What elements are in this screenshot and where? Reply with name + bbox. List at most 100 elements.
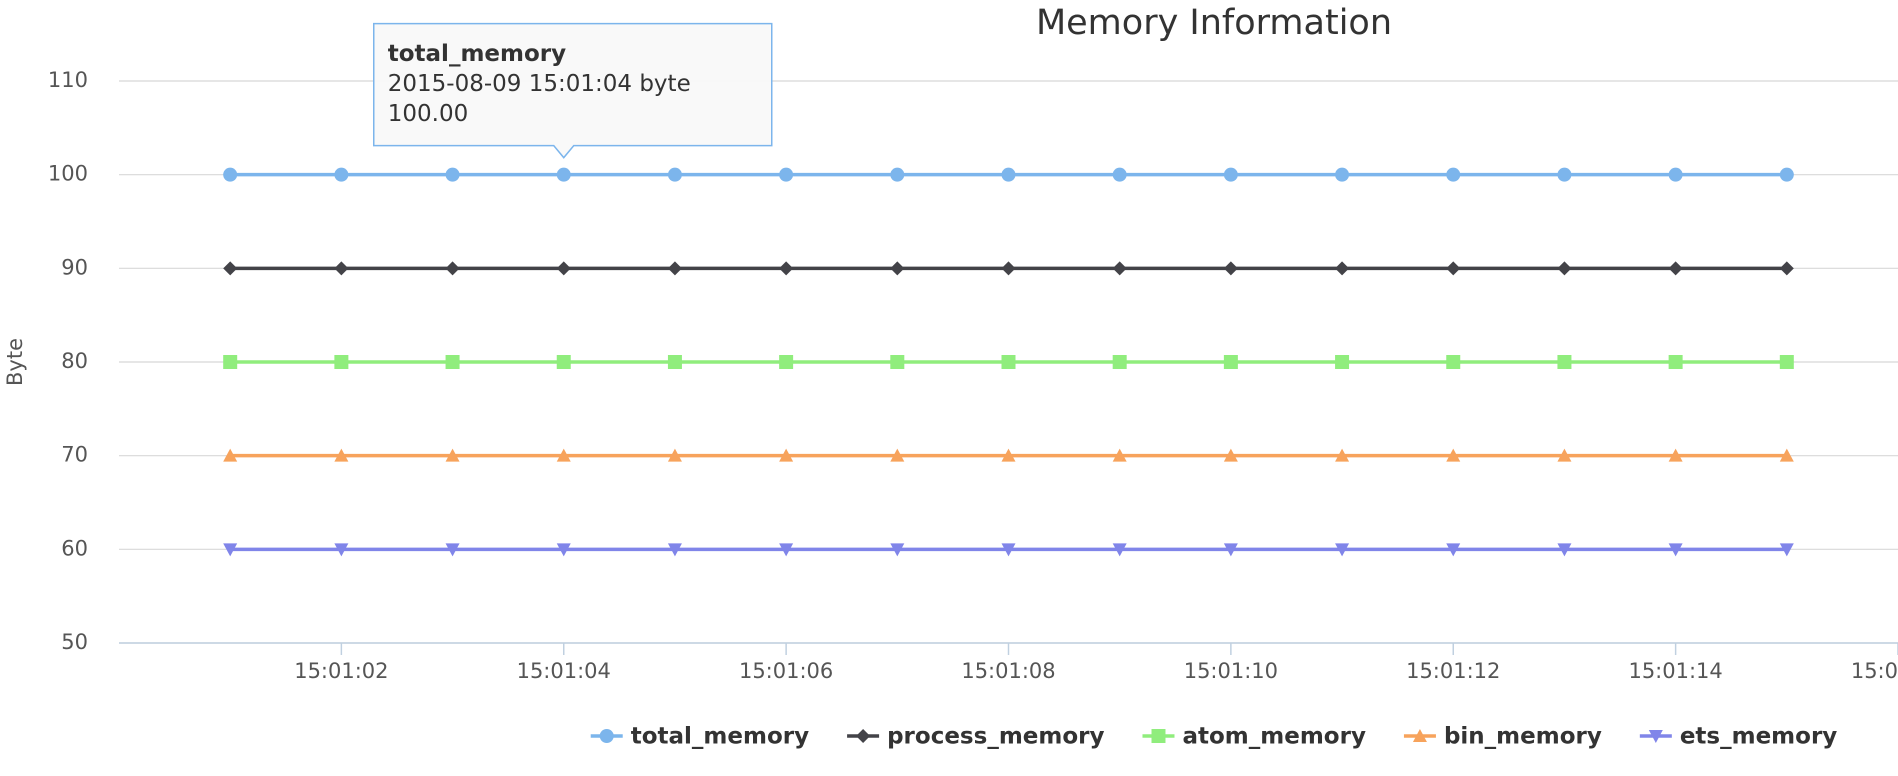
marker[interactable] bbox=[445, 355, 460, 369]
tooltip-title: total_memory bbox=[388, 41, 566, 67]
marker[interactable] bbox=[334, 543, 349, 557]
marker[interactable] bbox=[1779, 543, 1794, 557]
marker[interactable] bbox=[1779, 448, 1794, 462]
marker[interactable] bbox=[890, 261, 905, 276]
marker[interactable] bbox=[779, 355, 794, 369]
marker[interactable] bbox=[1112, 355, 1127, 369]
marker[interactable] bbox=[890, 355, 905, 369]
legend-item[interactable]: process_memory bbox=[847, 724, 1104, 750]
marker[interactable] bbox=[1335, 543, 1350, 557]
marker[interactable] bbox=[556, 355, 571, 369]
marker[interactable] bbox=[1557, 167, 1572, 182]
x-tick-label: 15:01:04 bbox=[517, 659, 611, 683]
marker[interactable] bbox=[556, 167, 571, 182]
y-tick-label: 90 bbox=[61, 255, 88, 279]
marker[interactable] bbox=[1446, 543, 1461, 557]
marker[interactable] bbox=[667, 448, 682, 462]
x-tick-label: 15:01:16 bbox=[1851, 659, 1898, 683]
marker[interactable] bbox=[1446, 355, 1461, 369]
x-tick-label: 15:01:14 bbox=[1628, 659, 1722, 683]
marker[interactable] bbox=[556, 261, 571, 276]
marker[interactable] bbox=[1335, 448, 1350, 462]
marker[interactable] bbox=[1335, 355, 1350, 369]
marker[interactable] bbox=[667, 355, 682, 369]
marker[interactable] bbox=[1112, 261, 1127, 276]
marker[interactable] bbox=[1557, 261, 1572, 276]
y-tick-label: 80 bbox=[61, 349, 88, 373]
marker[interactable] bbox=[1223, 448, 1238, 462]
marker[interactable] bbox=[1557, 543, 1572, 557]
tooltip-box bbox=[373, 22, 773, 159]
marker[interactable] bbox=[1335, 167, 1350, 182]
marker[interactable] bbox=[223, 543, 238, 557]
marker[interactable] bbox=[1668, 355, 1683, 369]
y-tick-label: 100 bbox=[48, 162, 88, 186]
legend-label: ets_memory bbox=[1680, 724, 1837, 750]
marker[interactable] bbox=[223, 355, 238, 369]
marker[interactable] bbox=[1779, 355, 1794, 369]
marker[interactable] bbox=[890, 543, 905, 557]
marker[interactable] bbox=[223, 448, 238, 462]
chart-title: Memory Information bbox=[1036, 3, 1392, 43]
marker[interactable] bbox=[1112, 543, 1127, 557]
marker[interactable] bbox=[1223, 261, 1238, 276]
marker[interactable] bbox=[779, 448, 794, 462]
marker[interactable] bbox=[890, 448, 905, 462]
marker[interactable] bbox=[1668, 448, 1683, 462]
legend-item[interactable]: bin_memory bbox=[1403, 724, 1602, 750]
marker[interactable] bbox=[334, 355, 349, 369]
y-axis-label: Byte bbox=[3, 338, 27, 386]
marker[interactable] bbox=[667, 543, 682, 557]
marker[interactable] bbox=[556, 543, 571, 557]
marker[interactable] bbox=[1001, 543, 1016, 557]
marker[interactable] bbox=[779, 261, 794, 276]
marker[interactable] bbox=[223, 261, 238, 276]
marker[interactable] bbox=[1001, 448, 1016, 462]
marker[interactable] bbox=[1557, 355, 1572, 369]
marker[interactable] bbox=[445, 543, 460, 557]
marker[interactable] bbox=[334, 167, 349, 182]
marker[interactable] bbox=[667, 167, 682, 182]
marker[interactable] bbox=[1001, 167, 1016, 182]
marker[interactable] bbox=[1223, 167, 1238, 182]
x-tick-label: 15:01:10 bbox=[1184, 659, 1278, 683]
marker[interactable] bbox=[334, 448, 349, 462]
marker[interactable] bbox=[445, 261, 460, 276]
legend-item[interactable]: atom_memory bbox=[1142, 724, 1366, 750]
marker[interactable] bbox=[223, 167, 238, 182]
marker[interactable] bbox=[1223, 543, 1238, 557]
y-tick-label: 60 bbox=[61, 536, 88, 560]
marker[interactable] bbox=[1779, 261, 1794, 276]
marker[interactable] bbox=[890, 167, 905, 182]
marker[interactable] bbox=[1668, 261, 1683, 276]
marker[interactable] bbox=[1668, 543, 1683, 557]
tooltip-time: 2015-08-09 15:01:04 byte bbox=[388, 71, 691, 97]
marker[interactable] bbox=[1223, 355, 1238, 369]
marker[interactable] bbox=[334, 261, 349, 276]
x-tick-label: 15:01:02 bbox=[294, 659, 388, 683]
marker[interactable] bbox=[445, 448, 460, 462]
x-tick-label: 15:01:06 bbox=[739, 659, 833, 683]
marker[interactable] bbox=[779, 543, 794, 557]
marker[interactable] bbox=[1001, 261, 1016, 276]
legend-item[interactable]: ets_memory bbox=[1639, 724, 1837, 750]
marker[interactable] bbox=[1668, 167, 1683, 182]
marker[interactable] bbox=[1001, 355, 1016, 369]
marker[interactable] bbox=[1112, 167, 1127, 182]
marker[interactable] bbox=[1446, 261, 1461, 276]
marker[interactable] bbox=[1779, 167, 1794, 182]
marker[interactable] bbox=[1446, 448, 1461, 462]
marker[interactable] bbox=[779, 167, 794, 182]
marker[interactable] bbox=[1446, 167, 1461, 182]
legend-item[interactable]: total_memory bbox=[590, 724, 809, 750]
legend-label: total_memory bbox=[631, 724, 809, 750]
marker bbox=[856, 729, 871, 743]
legend-label: atom_memory bbox=[1182, 724, 1365, 750]
marker[interactable] bbox=[1335, 261, 1350, 276]
marker[interactable] bbox=[556, 448, 571, 462]
marker[interactable] bbox=[445, 167, 460, 182]
marker[interactable] bbox=[1112, 448, 1127, 462]
marker[interactable] bbox=[667, 261, 682, 276]
marker[interactable] bbox=[1557, 448, 1572, 462]
